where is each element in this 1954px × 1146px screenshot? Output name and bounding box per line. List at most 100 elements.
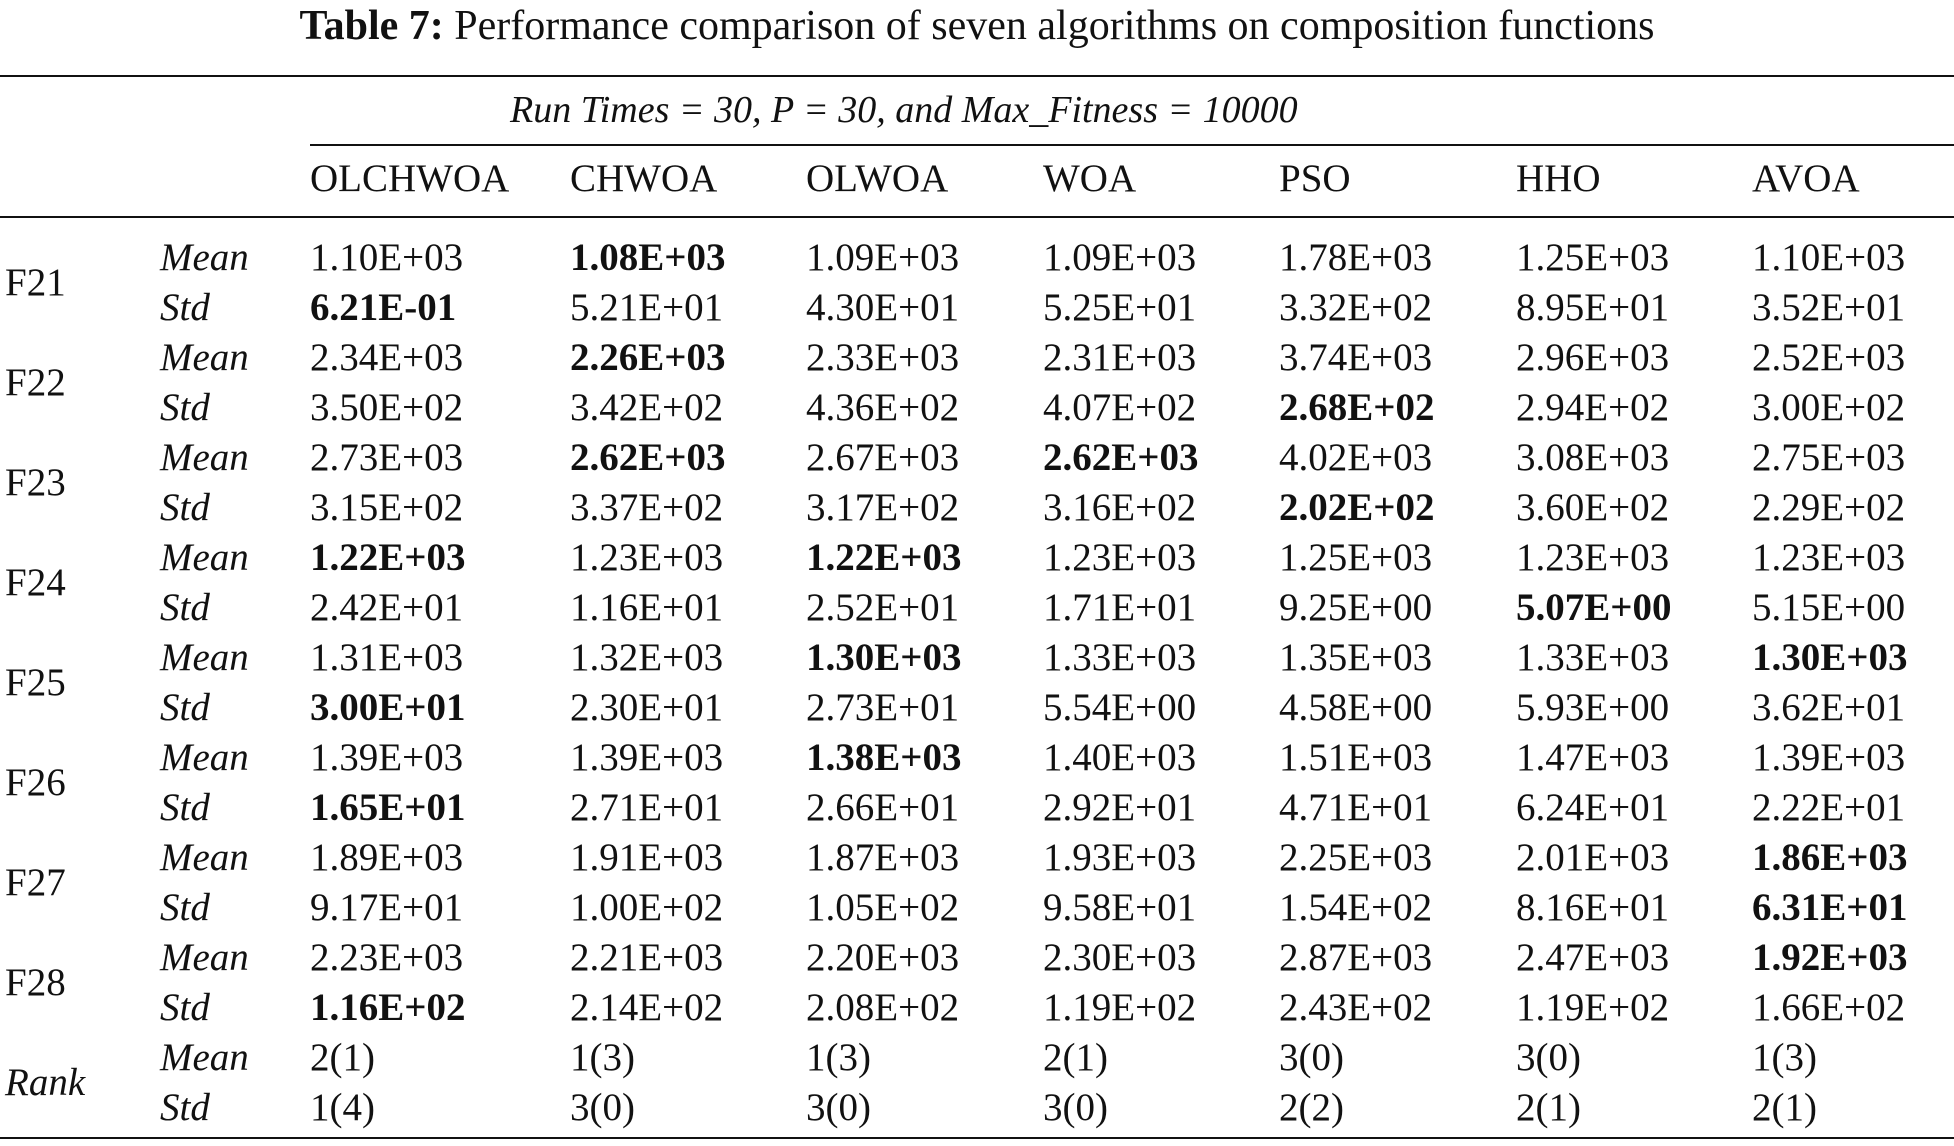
- table-caption-label: Table 7:: [299, 3, 444, 49]
- table-cell: 1(4): [310, 1086, 375, 1129]
- table-cell: 2.31E+03: [1043, 336, 1197, 379]
- table-cell: 1.71E+01: [1043, 586, 1197, 629]
- table-cell: 1.10E+03: [1752, 236, 1906, 279]
- stat-label: Mean: [160, 236, 249, 279]
- table-cell: 2.33E+03: [806, 336, 960, 379]
- table-cell: 2.71E+01: [570, 786, 724, 829]
- table-caption-text: Performance comparison of seven algorith…: [454, 3, 1655, 49]
- table-cell: 2.62E+03: [1043, 436, 1199, 479]
- stat-label: Std: [160, 386, 210, 429]
- table-cell: 2.73E+01: [806, 686, 960, 729]
- table-cell: 5.15E+00: [1752, 586, 1906, 629]
- table-cell: 1.25E+03: [1516, 236, 1670, 279]
- stat-label: Std: [160, 286, 210, 329]
- table-cell: 2.14E+02: [570, 986, 724, 1029]
- table-cell: 2(1): [1752, 1086, 1817, 1129]
- table-cell: 4.07E+02: [1043, 386, 1197, 429]
- table-cell: 1.92E+03: [1752, 936, 1908, 979]
- table-cell: 2.42E+01: [310, 586, 464, 629]
- function-label: F27: [5, 861, 66, 904]
- table-cell: 2.08E+02: [806, 986, 960, 1029]
- table-cell: 1.05E+02: [806, 886, 960, 929]
- table-cell: 1.23E+03: [570, 536, 724, 579]
- table-cell: 2.22E+01: [1752, 786, 1906, 829]
- table-cell: 1.32E+03: [570, 636, 724, 679]
- stat-label: Mean: [160, 336, 249, 379]
- table-cell: 9.17E+01: [310, 886, 464, 929]
- table-cell: 1.09E+03: [806, 236, 960, 279]
- table-cell: 1.87E+03: [806, 836, 960, 879]
- table-cell: 3(0): [1043, 1086, 1108, 1129]
- table-cell: 3.37E+02: [570, 486, 724, 529]
- table-cell: 3.60E+02: [1516, 486, 1670, 529]
- column-header: CHWOA: [570, 157, 718, 200]
- table-cell: 5.54E+00: [1043, 686, 1197, 729]
- table-cell: 1.35E+03: [1279, 636, 1433, 679]
- stat-label: Mean: [160, 636, 249, 679]
- table-cell: 2.20E+03: [806, 936, 960, 979]
- table-cell: 2.52E+01: [806, 586, 960, 629]
- table-cell: 1.66E+02: [1752, 986, 1906, 1029]
- table-cell: 1.51E+03: [1279, 736, 1433, 779]
- function-label: F22: [5, 361, 66, 404]
- subheader-rule: [310, 144, 1954, 146]
- table-cell: 1(3): [570, 1036, 635, 1079]
- table-cell: 4.71E+01: [1279, 786, 1433, 829]
- table-cell: 2(1): [1043, 1036, 1108, 1079]
- table-cell: 2(1): [310, 1036, 375, 1079]
- function-label: F24: [5, 561, 66, 604]
- table-cell: 3.00E+01: [310, 686, 466, 729]
- table-cell: 1.39E+03: [310, 736, 464, 779]
- table-cell: 1.33E+03: [1516, 636, 1670, 679]
- table-cell: 2.23E+03: [310, 936, 464, 979]
- table-cell: 2.73E+03: [310, 436, 464, 479]
- column-header: HHO: [1516, 157, 1601, 200]
- table-cell: 2.96E+03: [1516, 336, 1670, 379]
- column-header: WOA: [1043, 157, 1137, 200]
- table-cell: 2.30E+03: [1043, 936, 1197, 979]
- table-cell: 5.25E+01: [1043, 286, 1197, 329]
- function-label: Rank: [5, 1061, 86, 1104]
- stat-label: Std: [160, 786, 210, 829]
- top-rule: [0, 75, 1954, 77]
- table-cell: 6.21E-01: [310, 286, 457, 329]
- table-cell: 2.75E+03: [1752, 436, 1906, 479]
- table-cell: 1.86E+03: [1752, 836, 1908, 879]
- table-cell: 1.22E+03: [310, 536, 466, 579]
- function-label: F28: [5, 961, 66, 1004]
- table-cell: 1.09E+03: [1043, 236, 1197, 279]
- table-cell: 1.23E+03: [1516, 536, 1670, 579]
- stat-label: Std: [160, 886, 210, 929]
- table-cell: 3.16E+02: [1043, 486, 1197, 529]
- table-cell: 2.02E+02: [1279, 486, 1435, 529]
- table-cell: 1.31E+03: [310, 636, 464, 679]
- table-cell: 8.95E+01: [1516, 286, 1670, 329]
- column-header: AVOA: [1752, 157, 1860, 200]
- table-cell: 2.26E+03: [570, 336, 726, 379]
- table-cell: 2.25E+03: [1279, 836, 1433, 879]
- table-cell: 3(0): [570, 1086, 635, 1129]
- table-cell: 2.52E+03: [1752, 336, 1906, 379]
- table-cell: 1.33E+03: [1043, 636, 1197, 679]
- table-cell: 5.21E+01: [570, 286, 724, 329]
- stat-label: Mean: [160, 1036, 249, 1079]
- column-header: OLCHWOA: [310, 157, 510, 200]
- table-cell: 3(0): [1516, 1036, 1581, 1079]
- table-cell: 1.16E+01: [570, 586, 724, 629]
- stat-label: Std: [160, 486, 210, 529]
- table-cell: 2.92E+01: [1043, 786, 1197, 829]
- bottom-rule: [0, 1137, 1954, 1139]
- table-cell: 2.34E+03: [310, 336, 464, 379]
- table-cell: 2(1): [1516, 1086, 1581, 1129]
- stat-label: Mean: [160, 436, 249, 479]
- table-cell: 2.43E+02: [1279, 986, 1433, 1029]
- stat-label: Std: [160, 1086, 210, 1129]
- table-cell: 1.30E+03: [806, 636, 962, 679]
- table-cell: 3(0): [1279, 1036, 1344, 1079]
- table-cell: 1.08E+03: [570, 236, 726, 279]
- table-cell: 1.65E+01: [310, 786, 466, 829]
- table-cell: 1.23E+03: [1043, 536, 1197, 579]
- table-cell: 4.58E+00: [1279, 686, 1433, 729]
- table-cell: 2.66E+01: [806, 786, 960, 829]
- table-cell: 1(3): [1752, 1036, 1817, 1079]
